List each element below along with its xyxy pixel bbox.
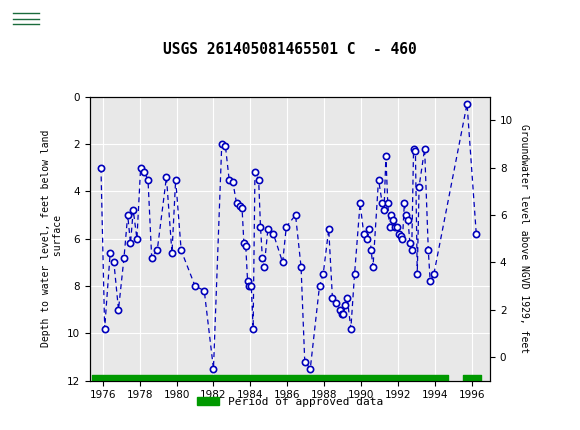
Bar bbox=[10, 6, 42, 34]
Text: USGS: USGS bbox=[49, 11, 104, 29]
Text: USGS 261405081465501 C  - 460: USGS 261405081465501 C - 460 bbox=[163, 42, 417, 57]
Y-axis label: Depth to water level, feet below land
 surface: Depth to water level, feet below land su… bbox=[41, 130, 63, 347]
Legend: Period of approved data: Period of approved data bbox=[193, 393, 387, 412]
Y-axis label: Groundwater level above NGVD 1929, feet: Groundwater level above NGVD 1929, feet bbox=[519, 124, 528, 353]
